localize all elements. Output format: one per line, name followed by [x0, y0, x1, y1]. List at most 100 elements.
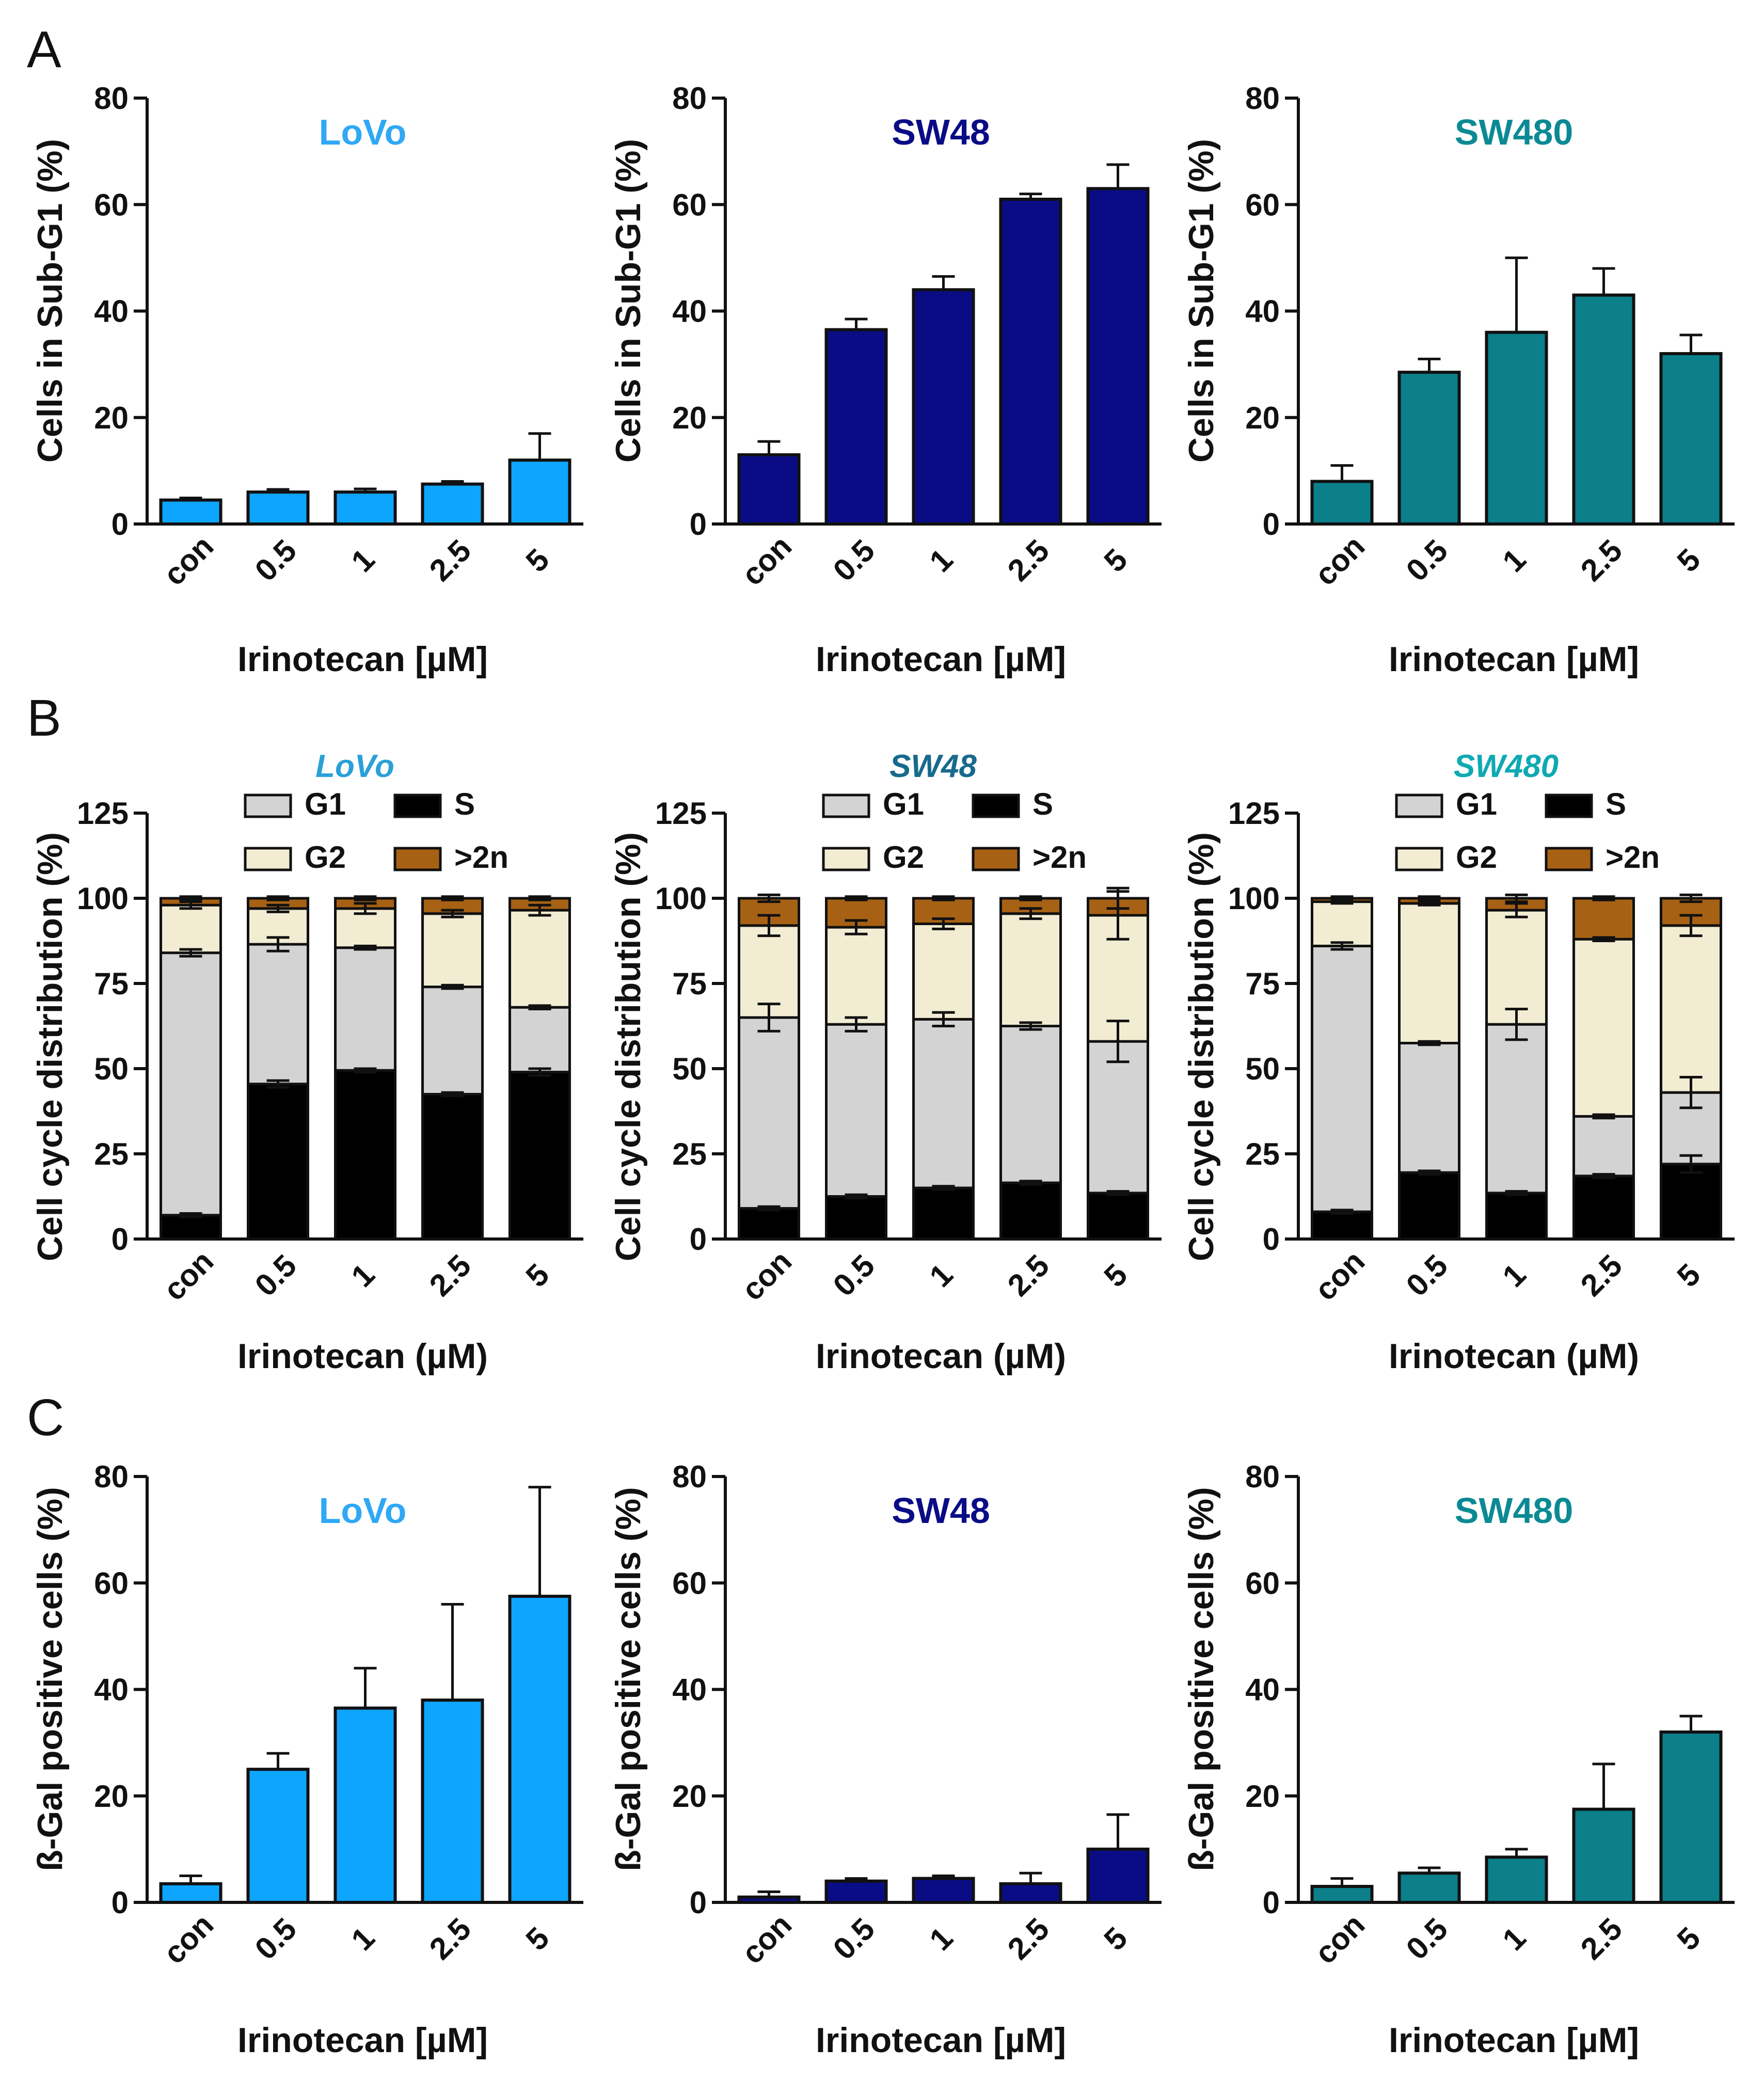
x-tick-label: con: [1308, 1907, 1372, 1971]
legend-swatch-g2: [1395, 847, 1443, 871]
chart-A-SW480: 0 20 40 60 80 Cells in Sub-G1 (%) SW480 con 0.5 1…: [1182, 81, 1735, 679]
bar: [1572, 1807, 1635, 1904]
legend: G1 S G2 >2n: [822, 787, 1087, 875]
legend-label: >2n: [454, 840, 508, 875]
stacked-segment-g2: [738, 924, 800, 1019]
x-tick-label: 2.5: [1001, 1911, 1056, 1966]
x-tick-label: 0.5: [1400, 1248, 1454, 1303]
legend-swatch-g2: [244, 847, 292, 871]
y-tick-label: 60: [94, 187, 129, 222]
y-tick-label: 0: [690, 1885, 707, 1920]
chart-title: LoVo: [319, 112, 407, 152]
stacked-segment-s: [421, 1093, 484, 1241]
panel-letter-b: B: [27, 689, 61, 747]
y-tick-label: 80: [1245, 1459, 1280, 1494]
x-tick-label: 2.5: [423, 533, 478, 587]
x-tick-label: con: [735, 529, 799, 592]
y-tick-label: 80: [672, 81, 707, 116]
legend-swatch-s: [972, 793, 1020, 818]
x-tick-label: 0.5: [248, 1911, 303, 1966]
y-axis-label: Cell cycle distribution (%): [609, 832, 648, 1261]
bar: [824, 328, 888, 526]
bar: [246, 1768, 310, 1904]
bar: [1659, 1730, 1723, 1904]
y-tick-label: 0: [1263, 507, 1280, 542]
y-tick-label: 125: [655, 796, 707, 831]
x-tick-label: 2.5: [1574, 533, 1629, 587]
y-tick-label: 0: [690, 507, 707, 542]
bar: [1485, 330, 1548, 526]
bar: [999, 197, 1062, 526]
y-tick-label: 40: [94, 294, 129, 329]
legend-swatch-g2: [822, 847, 870, 871]
chart-title: SW48: [889, 749, 977, 784]
stacked-segment-s: [738, 1207, 800, 1241]
stacked-segment-g2: [508, 909, 571, 1009]
chart-title: SW480: [1454, 749, 1559, 784]
x-tick-label: 0.5: [1400, 533, 1454, 587]
bar: [159, 1882, 223, 1904]
x-tick-label: 2.5: [423, 1248, 478, 1303]
x-tick-label: 0.5: [1400, 1911, 1454, 1966]
y-tick-label: 60: [1245, 187, 1280, 222]
stacked-segment-g1: [508, 1006, 571, 1074]
x-tick-label: 5: [1671, 1257, 1707, 1294]
bar: [912, 1877, 975, 1904]
bar: [912, 288, 975, 526]
x-axis-label: Irinotecan (µM): [816, 1337, 1066, 1376]
x-tick-label: 5: [1098, 542, 1134, 579]
legend-label: G1: [1456, 787, 1497, 821]
x-axis-label: Irinotecan [µM]: [1389, 2021, 1639, 2060]
x-tick-label: 1: [345, 1257, 382, 1294]
y-tick-label: 20: [1245, 401, 1280, 435]
x-tick-label: con: [1308, 1244, 1372, 1307]
stacked-segment-s: [1660, 1163, 1722, 1241]
chart-C-SW480: 0 20 40 60 80 ß-Gal positive cells (%) SW480 co…: [1182, 1459, 1735, 2060]
stacked-segment-g2: [825, 926, 887, 1026]
y-tick-label: 0: [1263, 1222, 1280, 1257]
stacked-segment-s: [912, 1186, 975, 1241]
y-tick-label: 0: [112, 1885, 129, 1920]
bar: [1086, 187, 1150, 526]
stacked-segment-g1: [1660, 1091, 1722, 1166]
stacked-segment-g1: [334, 946, 396, 1072]
legend-label: S: [454, 787, 475, 821]
y-tick-label: 60: [94, 1566, 129, 1600]
y-tick-label: 80: [1245, 81, 1280, 116]
stacked-segment-s: [508, 1071, 571, 1241]
y-axis-label: Cells in Sub-G1 (%): [609, 139, 648, 463]
x-tick-label: 1: [923, 1257, 960, 1294]
chart-C-LoVo: 0 20 40 60 80 ß-Gal positive cells (%) LoVo con…: [30, 1459, 583, 2060]
bar: [333, 490, 397, 526]
y-tick-label: 25: [94, 1137, 129, 1171]
legend-label: S: [1032, 787, 1053, 821]
stacked-segment-s: [1485, 1192, 1548, 1241]
stacked-segment-g1: [160, 951, 222, 1217]
chart-title: SW48: [892, 1490, 990, 1531]
bar: [333, 1706, 397, 1904]
stacked-segment-g2: [1485, 909, 1548, 1026]
stacked-segment-g1: [1485, 1023, 1548, 1195]
x-tick-label: 5: [519, 1920, 556, 1957]
stacked-segment-g2: [1660, 924, 1722, 1094]
x-tick-label: 0.5: [827, 1911, 881, 1966]
bar: [1572, 293, 1635, 526]
x-tick-label: 2.5: [1001, 533, 1056, 587]
legend-label: G2: [883, 840, 924, 875]
stacked-segment-g1: [1572, 1115, 1635, 1178]
y-axis-label: Cell cycle distribution (%): [30, 832, 70, 1261]
x-tick-label: 1: [1496, 1920, 1533, 1957]
y-tick-label: 50: [94, 1052, 129, 1086]
stacked-segment-g1: [1311, 944, 1373, 1213]
y-tick-label: 75: [94, 966, 129, 1001]
bar: [421, 482, 484, 526]
y-tick-label: 50: [1245, 1052, 1280, 1086]
legend-swatch-s: [1545, 793, 1593, 818]
x-axis-label: Irinotecan [µM]: [816, 2021, 1066, 2060]
x-tick-label: 1: [1496, 542, 1533, 579]
x-tick-label: con: [157, 1244, 220, 1307]
y-tick-label: 100: [77, 881, 129, 916]
bar: [421, 1698, 484, 1904]
